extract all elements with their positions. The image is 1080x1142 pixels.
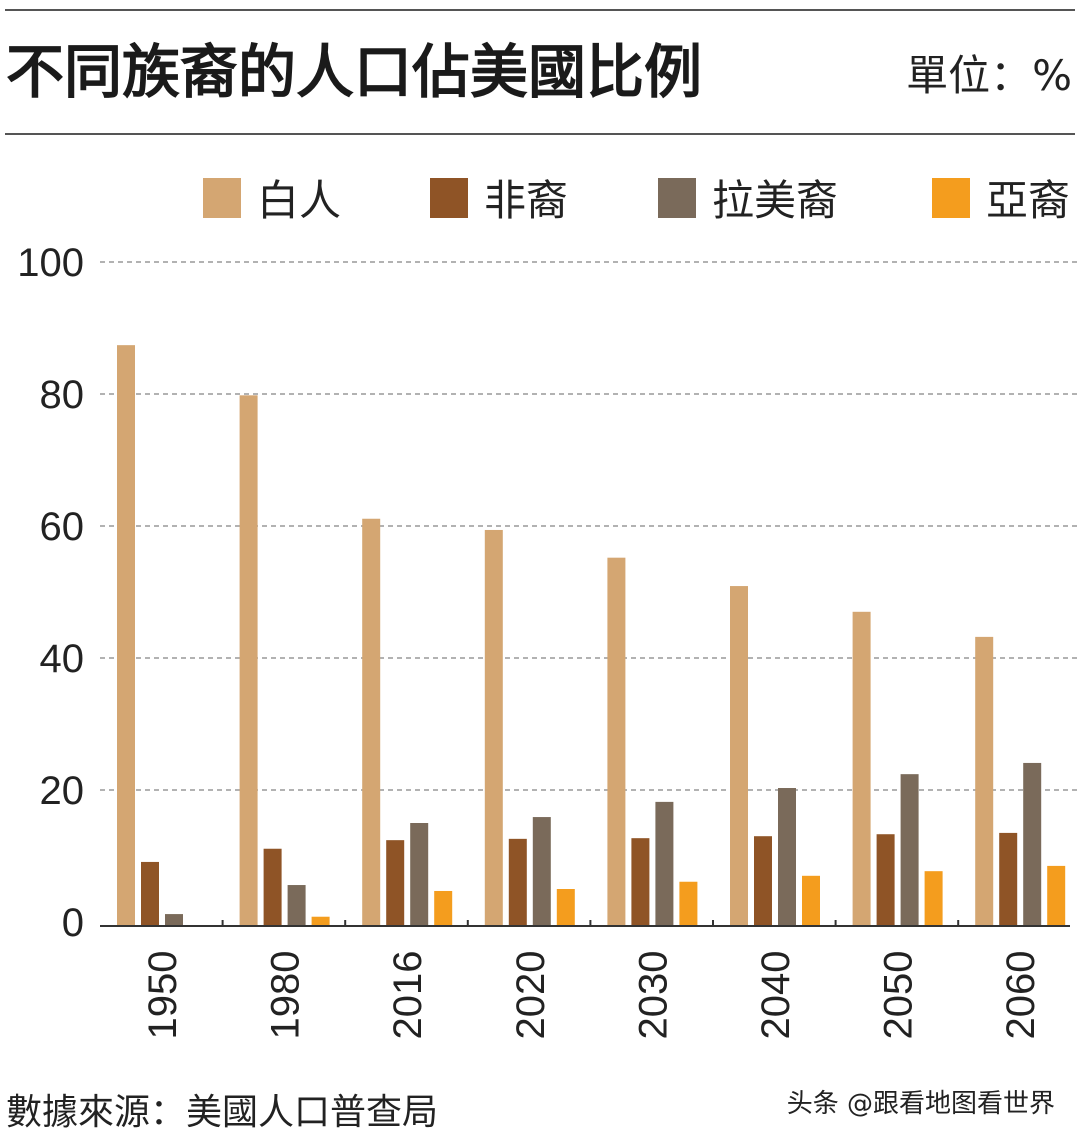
x-tick-label: 2016	[386, 951, 430, 1040]
x-axis-ticks: 1950 1980 2016 2020 2030 2040 2050 2060	[141, 920, 1043, 1039]
x-tick-label: 2040	[754, 951, 798, 1040]
y-tick-label: 20	[40, 769, 85, 813]
bar-亞裔-2060	[1047, 865, 1066, 926]
y-tick-label: 40	[40, 637, 85, 681]
bar-拉美裔-2016	[410, 823, 429, 926]
bar-亞裔-2030	[679, 881, 698, 926]
bar-非裔-2020	[508, 838, 527, 926]
bar-拉美裔-2020	[532, 817, 551, 926]
bar-白人-2030	[607, 557, 626, 926]
bar-亞裔-2050	[924, 871, 943, 926]
bar-白人-2060	[975, 636, 994, 926]
bar-拉美裔-1950	[165, 914, 183, 926]
x-tick-label: 1980	[264, 951, 308, 1040]
x-tick-label: 1950	[141, 951, 185, 1040]
bar-白人-1950	[117, 345, 135, 926]
chart-title: 不同族裔的人口佔美國比例	[6, 38, 702, 106]
bar-拉美裔-1980	[287, 885, 306, 926]
bars	[117, 345, 1066, 926]
bar-亞裔-2016	[434, 890, 453, 926]
x-tick-label: 2060	[999, 951, 1043, 1040]
legend-label: 非裔	[484, 176, 568, 225]
bar-亞裔-2040	[802, 875, 820, 926]
legend-swatch	[658, 178, 696, 218]
bar-非裔-2040	[754, 836, 772, 926]
bar-白人-1980	[239, 395, 258, 926]
unit-label: 單位：%	[906, 51, 1072, 100]
bar-拉美裔-2040	[778, 788, 796, 926]
bar-白人-2050	[852, 611, 871, 926]
bar-拉美裔-2060	[1023, 762, 1042, 926]
y-tick-label: 100	[17, 241, 84, 285]
x-tick-label: 2050	[877, 951, 921, 1040]
y-tick-label: 0	[62, 901, 84, 945]
x-tick-label: 2030	[631, 951, 675, 1040]
bar-非裔-2060	[999, 832, 1018, 926]
y-tick-label: 80	[40, 373, 85, 417]
bar-非裔-2030	[631, 838, 650, 926]
bar-非裔-1980	[263, 848, 282, 926]
bar-白人-2016	[362, 518, 381, 926]
bar-非裔-2016	[386, 840, 405, 926]
y-axis-ticks: 0 20 40 60 80 100	[17, 241, 84, 945]
legend-swatch	[430, 178, 468, 218]
source-note: 數據來源：美國人口普查局	[6, 1092, 438, 1133]
legend-swatch	[932, 178, 970, 218]
legend-label: 拉美裔	[712, 176, 838, 225]
bar-亞裔-1980	[311, 916, 330, 926]
watermark: 头条 @跟看地图看世界	[787, 1089, 1055, 1119]
bar-非裔-2050	[876, 834, 895, 926]
bar-亞裔-2020	[556, 889, 575, 926]
legend: 白人 非裔 拉美裔 亞裔	[203, 176, 1070, 225]
gridlines	[100, 261, 1078, 791]
x-tick-label: 2020	[509, 951, 553, 1040]
y-tick-label: 60	[40, 505, 85, 549]
bar-白人-2040	[730, 586, 748, 926]
bar-白人-2020	[484, 529, 503, 926]
legend-swatch	[203, 178, 241, 218]
bar-拉美裔-2030	[655, 801, 674, 926]
legend-label: 白人	[257, 176, 341, 225]
bar-拉美裔-2050	[900, 774, 919, 926]
legend-label: 亞裔	[986, 176, 1070, 225]
bar-非裔-1950	[141, 861, 159, 926]
